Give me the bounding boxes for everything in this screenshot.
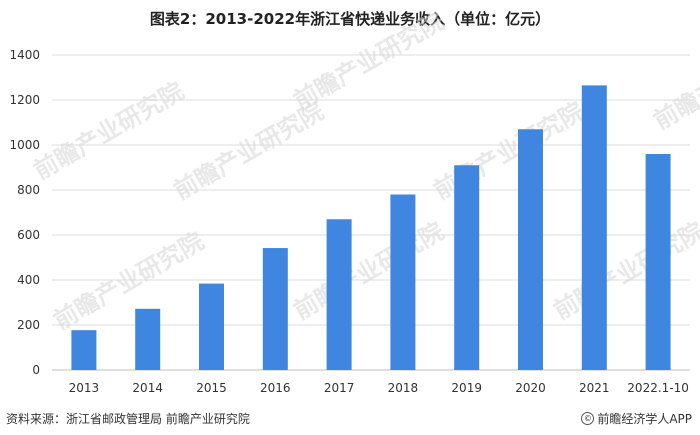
bar (135, 308, 161, 370)
brand-credit: © 前瞻经济学人APP (581, 410, 692, 427)
watermark-text: 前瞻产业研究院 (49, 227, 208, 335)
bar-series (71, 85, 671, 370)
x-tick-label: 2022.1-10 (627, 381, 689, 395)
bar (518, 129, 543, 370)
watermark-text: 前瞻产业研究院 (29, 77, 188, 185)
watermark-text: 前瞻产业研究院 (429, 97, 588, 205)
x-tick-label: 2015 (196, 381, 227, 395)
bar (454, 165, 480, 370)
bar (199, 283, 224, 370)
x-tick-label: 2017 (324, 381, 355, 395)
y-tick-label: 1000 (9, 138, 40, 152)
bar (71, 330, 97, 370)
x-tick-label: 2020 (515, 381, 546, 395)
x-tick-label: 2013 (69, 381, 100, 395)
x-tick-label: 2018 (388, 381, 419, 395)
x-tick-label: 2016 (260, 381, 291, 395)
bar (262, 248, 288, 370)
x-tick-label: 2014 (132, 381, 163, 395)
y-tick-label: 0 (32, 363, 40, 377)
y-axis-ticks: 0 200 400 600 800 1000 1200 1400 (9, 48, 40, 377)
source-note: 资料来源：浙江省邮政管理局 前瞻产业研究院 (6, 412, 250, 426)
y-tick-label: 800 (17, 183, 40, 197)
y-tick-label: 600 (17, 228, 40, 242)
watermark-text: 前瞻产业研究院 (289, 217, 448, 325)
y-tick-label: 1200 (9, 93, 40, 107)
bar (581, 85, 607, 370)
bar (390, 194, 416, 370)
y-tick-label: 1400 (9, 48, 40, 62)
watermark-text: 前瞻产业研究院 (289, 7, 448, 115)
bar (326, 219, 352, 370)
x-tick-label: 2019 (451, 381, 482, 395)
x-tick-label: 2021 (579, 381, 610, 395)
brand-label: 前瞻经济学人APP (597, 412, 692, 426)
bar (645, 154, 671, 370)
watermark-text: 前瞻产业研究院 (549, 217, 700, 325)
watermark-text: 前瞻产业研究院 (649, 27, 700, 135)
y-tick-label: 200 (17, 318, 40, 332)
chart-title: 图表2：2013-2022年浙江省快递业务收入（单位：亿元） (149, 10, 551, 28)
x-axis-ticks: 2013 2014 2015 2016 2017 2018 2019 2020 2021 2022… (69, 381, 689, 395)
brand-logo-icon: © (581, 412, 595, 425)
y-tick-label: 400 (17, 273, 40, 287)
